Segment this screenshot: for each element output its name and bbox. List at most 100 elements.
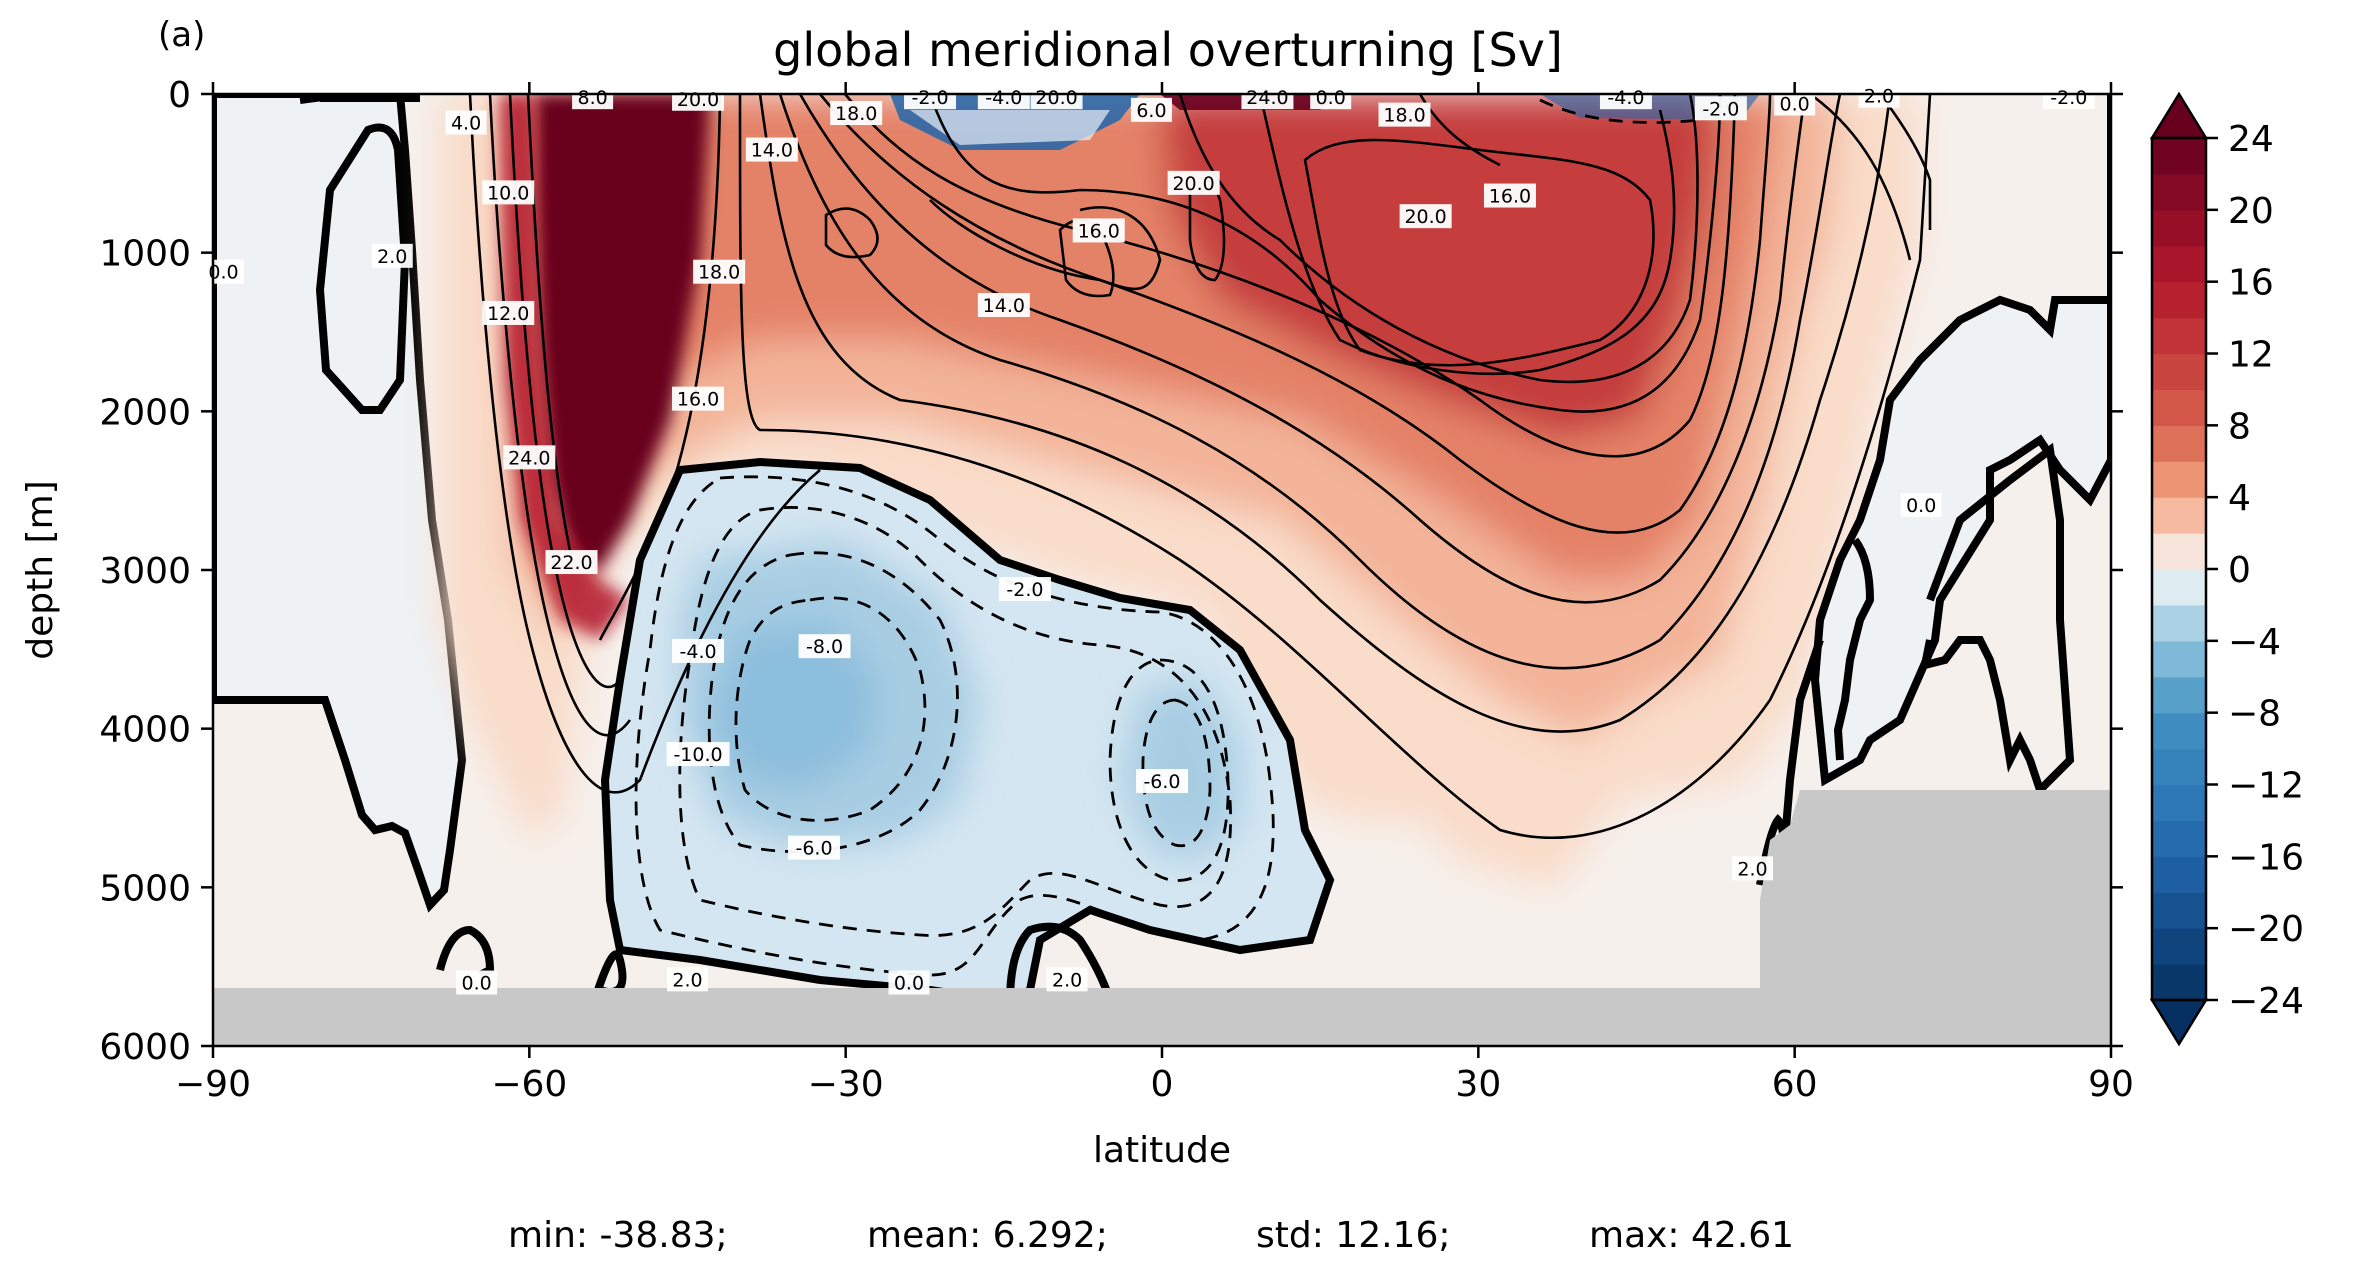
colorbar-segment: [2152, 173, 2206, 211]
y-tick-label: 6000: [99, 1027, 191, 1068]
x-tick-label: −90: [175, 1064, 251, 1105]
y-tick-label: 2000: [99, 392, 191, 433]
contour-label: 2.0: [1858, 83, 1900, 108]
zero-contour-north-lower: [1919, 442, 2075, 798]
y-tick-label: 0: [168, 75, 191, 116]
contour-label: 0.0: [1900, 492, 1942, 517]
svg-text:16.0: 16.0: [1489, 186, 1531, 208]
y-axis-label: depth [m]: [20, 480, 61, 659]
svg-text:10.0: 10.0: [487, 182, 529, 204]
svg-text:-2.0: -2.0: [1006, 579, 1043, 601]
zero-region-north: [1810, 94, 2111, 787]
contour-label: 0.0: [1774, 91, 1816, 116]
colorbar-segment: [2152, 209, 2206, 247]
contour-label: 18.0: [830, 101, 883, 126]
svg-text:-8.0: -8.0: [806, 636, 843, 658]
contour-label: -2.0: [1694, 96, 1747, 121]
svg-text:2.0: 2.0: [1737, 858, 1767, 880]
colorbar-segment: [2152, 604, 2206, 642]
contour-label: 14.0: [745, 137, 798, 162]
contour-label: 20.0: [1167, 170, 1220, 195]
zero-contour-north-loop: [1833, 537, 1875, 761]
colorbar-segment: [2152, 497, 2206, 534]
x-tick-label: −30: [808, 1064, 884, 1105]
colorbar-tick-label: −24: [2228, 981, 2304, 1022]
x-tick-label: −60: [491, 1064, 567, 1105]
contour-label: 20.0: [1399, 204, 1452, 229]
contour-label: 2.0: [667, 967, 708, 992]
colorbar-tick-label: 12: [2228, 335, 2274, 376]
southern-sinking-edge: [500, 94, 630, 640]
contour-label: -4.0: [977, 85, 1030, 110]
colorbar-tick-label: 24: [2228, 119, 2274, 160]
contour-label: 24.0: [1241, 85, 1294, 110]
svg-text:-2.0: -2.0: [911, 87, 948, 109]
contour-label: 0.0: [1310, 85, 1352, 110]
chart-title: global meridional overturning [Sv]: [773, 23, 1563, 77]
colorbar-extend-bottom: [2149, 998, 2209, 1047]
colorbar-segment: [2152, 640, 2206, 678]
svg-text:24.0: 24.0: [508, 447, 550, 469]
contour-label: 18.0: [1378, 102, 1431, 127]
svg-text:-2.0: -2.0: [2050, 87, 2087, 109]
colorbar-segment: [2152, 748, 2206, 786]
svg-text:14.0: 14.0: [751, 140, 793, 162]
svg-text:20.0: 20.0: [1035, 87, 1077, 109]
svg-text:4.0: 4.0: [451, 113, 481, 135]
contour-label: 8.0: [572, 85, 614, 110]
stat-max: max: 42.61: [1589, 1215, 1794, 1256]
colorbar-segment: [2152, 281, 2206, 319]
colorbar-segment: [2152, 317, 2206, 355]
svg-text:2.0: 2.0: [672, 969, 702, 991]
colorbar-tick-label: 4: [2228, 478, 2251, 519]
svg-text:0.0: 0.0: [208, 262, 238, 284]
colorbar-segment: [2152, 389, 2206, 426]
contour-label: 10.0: [482, 180, 535, 205]
stat-std: std: 12.16;: [1256, 1215, 1450, 1256]
colorbar-ticks: −24 −20 −16 −12 −8 −4 0 4 8 12 16 20 24: [2206, 119, 2304, 1022]
svg-text:20.0: 20.0: [1404, 206, 1446, 228]
svg-text:0.0: 0.0: [462, 973, 492, 995]
x-tick-label: 60: [1772, 1064, 1818, 1105]
svg-text:0.0: 0.0: [1316, 87, 1346, 109]
colorbar-segment: [2152, 712, 2206, 750]
contour-label: 2.0: [1731, 856, 1773, 881]
negative-contours: [634, 98, 1741, 977]
contour-label: -2.0: [904, 85, 957, 110]
colorbar-segment: [2152, 245, 2206, 283]
svg-text:-4.0: -4.0: [680, 641, 717, 663]
colorbar-tick-label: −12: [2228, 766, 2304, 807]
x-axis-label: latitude: [1093, 1130, 1231, 1171]
contour-label: 24.0: [503, 445, 556, 470]
svg-text:2.0: 2.0: [1052, 969, 1082, 991]
y-tick-label: 3000: [99, 551, 191, 592]
colorbar-segment: [2152, 569, 2206, 606]
contour-label: 22.0: [545, 550, 598, 575]
contour-label: -10.0: [666, 742, 730, 767]
svg-text:20.0: 20.0: [677, 89, 719, 111]
stat-mean: mean: 6.292;: [867, 1215, 1108, 1256]
colorbar-segment: [2152, 461, 2206, 498]
x-tick-label: 30: [1455, 1064, 1501, 1105]
contour-label: 18.0: [693, 259, 746, 284]
svg-text:-10.0: -10.0: [673, 744, 722, 766]
colorbar-segment: [2152, 533, 2206, 570]
colorbar-tick-label: −8: [2228, 694, 2281, 735]
svg-text:6.0: 6.0: [1136, 100, 1166, 122]
colorbar-segment: [2152, 425, 2206, 462]
contour-label: -6.0: [788, 835, 841, 860]
colorbar-segment: [2152, 964, 2206, 1001]
y-tick-label: 1000: [99, 234, 191, 275]
contour-label: 4.0: [445, 110, 487, 135]
svg-text:18.0: 18.0: [835, 103, 877, 125]
x-tick-label: 0: [1151, 1064, 1174, 1105]
svg-text:-2.0: -2.0: [1702, 98, 1739, 120]
y-axis: 0 1000 2000 3000 4000 5000 6000: [99, 75, 2123, 1068]
contour-label: -6.0: [1136, 769, 1188, 794]
contour-label: -4.0: [672, 638, 725, 663]
svg-text:-6.0: -6.0: [795, 838, 832, 860]
svg-text:-4.0: -4.0: [1607, 87, 1644, 109]
svg-text:20.0: 20.0: [1172, 173, 1214, 195]
contour-label: 2.0: [1046, 967, 1088, 992]
colorbar-tick-label: −16: [2228, 837, 2304, 878]
